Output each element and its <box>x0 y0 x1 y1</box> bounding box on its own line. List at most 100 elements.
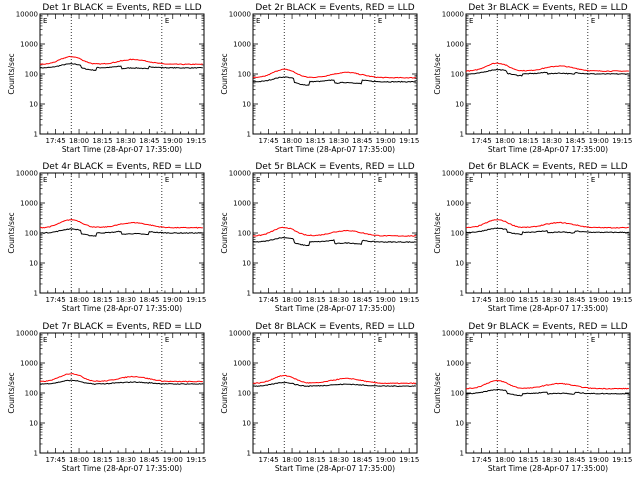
x-tick-label: 19:00 <box>376 456 396 464</box>
x-tick-label: 18:30 <box>329 137 349 145</box>
y-tick-label: 100 <box>25 71 38 79</box>
series-line-events <box>466 68 629 77</box>
series-line-lld <box>465 379 629 390</box>
x-tick-label: 18:45 <box>139 456 159 464</box>
y-axis-label: Counts/sec <box>433 53 442 94</box>
series-line-events <box>39 379 204 386</box>
y-axis-label: Counts/sec <box>7 212 16 253</box>
x-tick-label: 19:15 <box>186 296 206 304</box>
x-tick-label: 19:00 <box>163 137 183 145</box>
y-tick-label: 1 <box>34 131 38 139</box>
series-line-lld <box>252 374 417 385</box>
y-tick-label: 1 <box>460 290 464 298</box>
x-axis-label: Start Time (28-Apr-07 17:35:00) <box>488 304 608 313</box>
x-tick-label: 17:45 <box>46 296 66 304</box>
corner-marker-right: E <box>165 17 169 25</box>
x-tick-label: 18:30 <box>116 137 136 145</box>
series-line-lld <box>252 68 416 79</box>
y-tick-label: 10 <box>29 101 38 109</box>
x-tick-label: 19:15 <box>612 296 632 304</box>
y-tick-label: 100 <box>451 71 464 79</box>
x-tick-label: 18:30 <box>542 137 562 145</box>
x-tick-label: 18:15 <box>92 137 112 145</box>
x-tick-label: 18:15 <box>305 296 325 304</box>
x-axis-label: Start Time (28-Apr-07 17:35:00) <box>62 145 182 154</box>
x-tick-label: 19:15 <box>399 456 419 464</box>
x-tick-label: 18:15 <box>92 456 112 464</box>
y-axis-label: Counts/sec <box>220 372 229 413</box>
y-axis-label: Counts/sec <box>433 212 442 253</box>
x-tick-label: 18:15 <box>518 296 538 304</box>
y-tick-label: 10 <box>455 101 464 109</box>
corner-marker-right: E <box>591 17 595 25</box>
x-axis-label: Start Time (28-Apr-07 17:35:00) <box>275 145 395 154</box>
plot-frame <box>39 13 205 135</box>
x-tick-label: 18:00 <box>495 296 515 304</box>
y-tick-label: 100 <box>451 230 464 238</box>
corner-marker-right: E <box>378 17 382 25</box>
x-tick-label: 19:00 <box>589 137 609 145</box>
panel-title: Det 9r BLACK = Events, RED = LLD <box>468 322 627 332</box>
y-tick-label: 10000 <box>16 330 38 338</box>
corner-marker-left: E <box>43 17 47 25</box>
y-tick-label: 1000 <box>446 200 464 208</box>
y-tick-label: 100 <box>25 230 38 238</box>
panel-title: Det 7r BLACK = Events, RED = LLD <box>42 322 201 332</box>
x-tick-label: 18:30 <box>116 456 136 464</box>
y-axis-label: Counts/sec <box>7 372 16 413</box>
plot-frame <box>252 332 418 454</box>
series-line-events <box>252 76 416 86</box>
x-tick-label: 18:30 <box>542 456 562 464</box>
corner-marker-right: E <box>165 176 169 184</box>
corner-marker-left: E <box>43 176 47 184</box>
series-line-events <box>465 388 630 397</box>
x-axis-label: Start Time (28-Apr-07 17:35:00) <box>275 464 395 473</box>
y-tick-label: 10 <box>455 260 464 268</box>
x-axis-label: Start Time (28-Apr-07 17:35:00) <box>62 464 182 473</box>
plot-frame <box>39 332 205 454</box>
panel-title: Det 2r BLACK = Events, RED = LLD <box>255 3 414 13</box>
corner-marker-right: E <box>591 336 595 344</box>
x-tick-label: 18:45 <box>352 137 372 145</box>
y-tick-label: 1000 <box>233 360 251 368</box>
x-tick-label: 18:00 <box>495 456 515 464</box>
y-tick-label: 1000 <box>20 360 38 368</box>
corner-marker-right: E <box>591 176 595 184</box>
y-tick-label: 1 <box>460 450 464 458</box>
y-tick-label: 10 <box>242 420 251 428</box>
y-tick-label: 10 <box>242 101 251 109</box>
y-axis-label: Counts/sec <box>433 372 442 413</box>
x-tick-label: 17:45 <box>46 137 66 145</box>
y-tick-label: 100 <box>451 390 464 398</box>
corner-marker-right: E <box>378 336 382 344</box>
x-tick-label: 18:00 <box>495 137 515 145</box>
y-tick-label: 1 <box>247 131 251 139</box>
x-tick-label: 18:00 <box>282 137 302 145</box>
x-tick-label: 19:00 <box>376 296 396 304</box>
x-tick-label: 17:45 <box>472 137 492 145</box>
x-tick-label: 18:30 <box>329 456 349 464</box>
y-tick-label: 1000 <box>446 360 464 368</box>
x-tick-label: 17:45 <box>46 456 66 464</box>
x-tick-label: 19:15 <box>186 137 206 145</box>
x-tick-label: 19:15 <box>186 456 206 464</box>
y-tick-label: 10000 <box>16 11 38 19</box>
y-tick-label: 1000 <box>233 200 251 208</box>
x-tick-label: 19:15 <box>612 137 632 145</box>
series-line-lld <box>465 62 629 73</box>
x-tick-label: 18:15 <box>305 137 325 145</box>
y-tick-label: 100 <box>238 71 251 79</box>
x-tick-label: 19:00 <box>589 456 609 464</box>
plot-frame <box>465 332 631 454</box>
x-tick-label: 19:00 <box>376 137 396 145</box>
detector-panel: Det 7r BLACK = Events, RED = LLD 1 10 100 10… <box>7 322 206 473</box>
x-tick-label: 18:45 <box>139 137 159 145</box>
x-tick-label: 19:15 <box>612 456 632 464</box>
y-tick-label: 1000 <box>20 41 38 49</box>
series-line-events <box>39 63 203 71</box>
x-tick-label: 18:30 <box>542 296 562 304</box>
corner-marker-left: E <box>469 17 473 25</box>
corner-marker-left: E <box>469 336 473 344</box>
y-tick-label: 10000 <box>229 330 251 338</box>
y-tick-label: 1 <box>34 290 38 298</box>
